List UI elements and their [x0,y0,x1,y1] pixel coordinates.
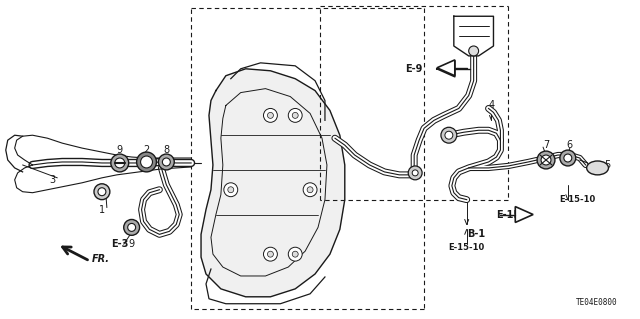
Text: E-15: E-15 [496,210,520,219]
Circle shape [98,188,106,196]
Circle shape [303,183,317,197]
Circle shape [468,46,479,56]
Circle shape [111,154,129,172]
Circle shape [288,247,302,261]
Circle shape [228,187,234,193]
Circle shape [292,251,298,257]
Circle shape [224,183,237,197]
Text: 4: 4 [488,100,495,110]
Text: 2: 2 [143,145,150,155]
Circle shape [124,219,140,235]
Circle shape [537,151,555,169]
Circle shape [445,131,453,139]
Text: B-1: B-1 [468,229,486,239]
Circle shape [292,112,298,118]
Text: E-9: E-9 [406,64,423,74]
Circle shape [541,155,551,165]
Text: FR.: FR. [92,254,110,264]
Text: E-15-10: E-15-10 [559,195,596,204]
Text: 3: 3 [49,175,56,185]
Circle shape [94,184,110,200]
Text: 1: 1 [99,204,105,215]
Circle shape [441,127,457,143]
Polygon shape [515,207,533,222]
Circle shape [115,158,125,168]
Circle shape [159,154,174,170]
Circle shape [408,166,422,180]
Circle shape [268,251,273,257]
Ellipse shape [587,161,609,175]
Circle shape [564,154,572,162]
Circle shape [163,158,170,166]
Circle shape [268,112,273,118]
Text: 9: 9 [129,239,134,249]
Text: 6: 6 [567,140,573,150]
Polygon shape [437,60,455,76]
Circle shape [264,247,277,261]
Text: 9: 9 [116,145,123,155]
Circle shape [128,223,136,231]
Text: TE04E0800: TE04E0800 [576,298,618,307]
Circle shape [136,152,156,172]
Text: 8: 8 [163,145,170,155]
Text: 7: 7 [543,140,549,150]
Circle shape [307,187,313,193]
Circle shape [560,150,576,166]
Circle shape [288,108,302,122]
Polygon shape [201,69,345,297]
Text: E-15-10: E-15-10 [449,243,485,252]
Circle shape [141,156,152,168]
Text: E-3: E-3 [111,239,129,249]
Circle shape [412,170,418,176]
Circle shape [264,108,277,122]
Text: 5: 5 [604,160,611,170]
